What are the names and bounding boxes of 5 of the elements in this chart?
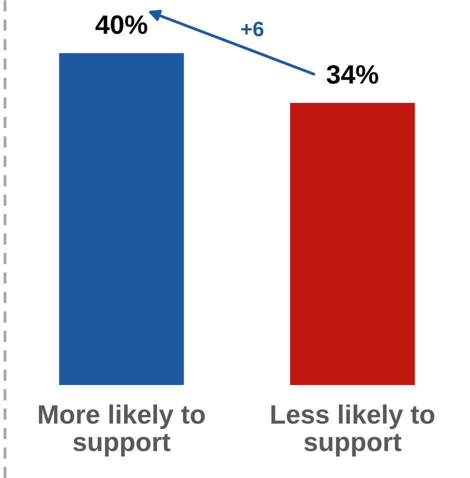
x-tick-label: More likely to support	[38, 404, 205, 457]
data-label: 34%	[326, 65, 378, 84]
data-label: 40%	[95, 15, 148, 34]
x-tick-label: Less likely to support	[271, 404, 434, 457]
text: +6	[241, 22, 264, 36]
